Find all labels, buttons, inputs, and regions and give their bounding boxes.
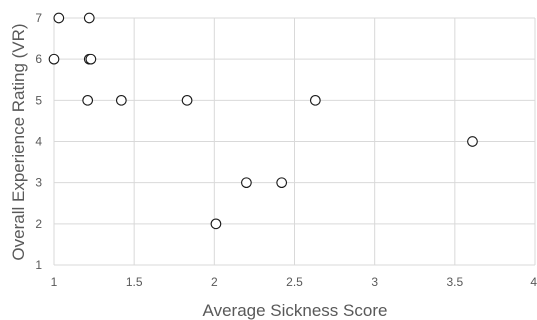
y-tick-label: 7 [35,11,42,25]
y-tick-label: 4 [35,135,42,149]
y-tick-label: 6 [35,52,42,66]
data-point [181,94,193,106]
data-point [82,94,94,106]
data-point [241,177,252,189]
x-axis-title: Average Sickness Score [203,301,388,320]
data-point [85,53,97,65]
data-point [210,218,222,230]
y-axis-title: Overall Experience Rating (VR) [9,23,28,260]
y-tick-label: 5 [35,93,42,107]
data-point [48,53,60,65]
x-tick-label: 2 [211,275,218,289]
x-tick-label: 3.5 [446,275,463,289]
data-point [467,136,478,147]
data-point [83,12,95,24]
x-tick-label: 3 [371,275,378,289]
tick-labels: 1 2 3 4 5 6 7 1 1.5 2 2.5 3 3.5 4 [35,11,537,289]
x-tick-label: 2.5 [286,275,303,289]
y-tick-label: 2 [35,217,42,231]
y-tick-label: 3 [35,176,42,190]
grid-lines [53,17,536,266]
data-points [48,12,478,230]
x-tick-label: 1.5 [126,275,143,289]
data-point [309,94,321,106]
data-point [276,177,288,189]
data-point [115,94,127,106]
x-tick-label: 1 [51,275,58,289]
y-tick-label: 1 [35,258,42,272]
x-tick-label: 4 [530,275,537,289]
data-point [53,12,65,24]
